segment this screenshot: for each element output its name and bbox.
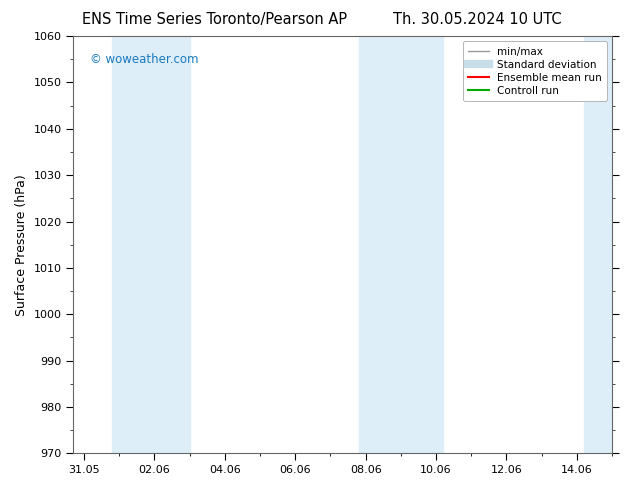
Text: Th. 30.05.2024 10 UTC: Th. 30.05.2024 10 UTC bbox=[393, 12, 562, 27]
Title: ENS Time Series Toronto/Pearson AP      Th. 30.05.2024 10 UTC: ENS Time Series Toronto/Pearson AP Th. 3… bbox=[0, 489, 1, 490]
Bar bbox=[112, 36, 190, 453]
Bar bbox=[584, 36, 619, 453]
Y-axis label: Surface Pressure (hPa): Surface Pressure (hPa) bbox=[15, 174, 28, 316]
Text: ENS Time Series Toronto/Pearson AP: ENS Time Series Toronto/Pearson AP bbox=[82, 12, 347, 27]
Text: © woweather.com: © woweather.com bbox=[89, 53, 198, 66]
Legend: min/max, Standard deviation, Ensemble mean run, Controll run: min/max, Standard deviation, Ensemble me… bbox=[463, 41, 607, 101]
Bar bbox=[359, 36, 443, 453]
